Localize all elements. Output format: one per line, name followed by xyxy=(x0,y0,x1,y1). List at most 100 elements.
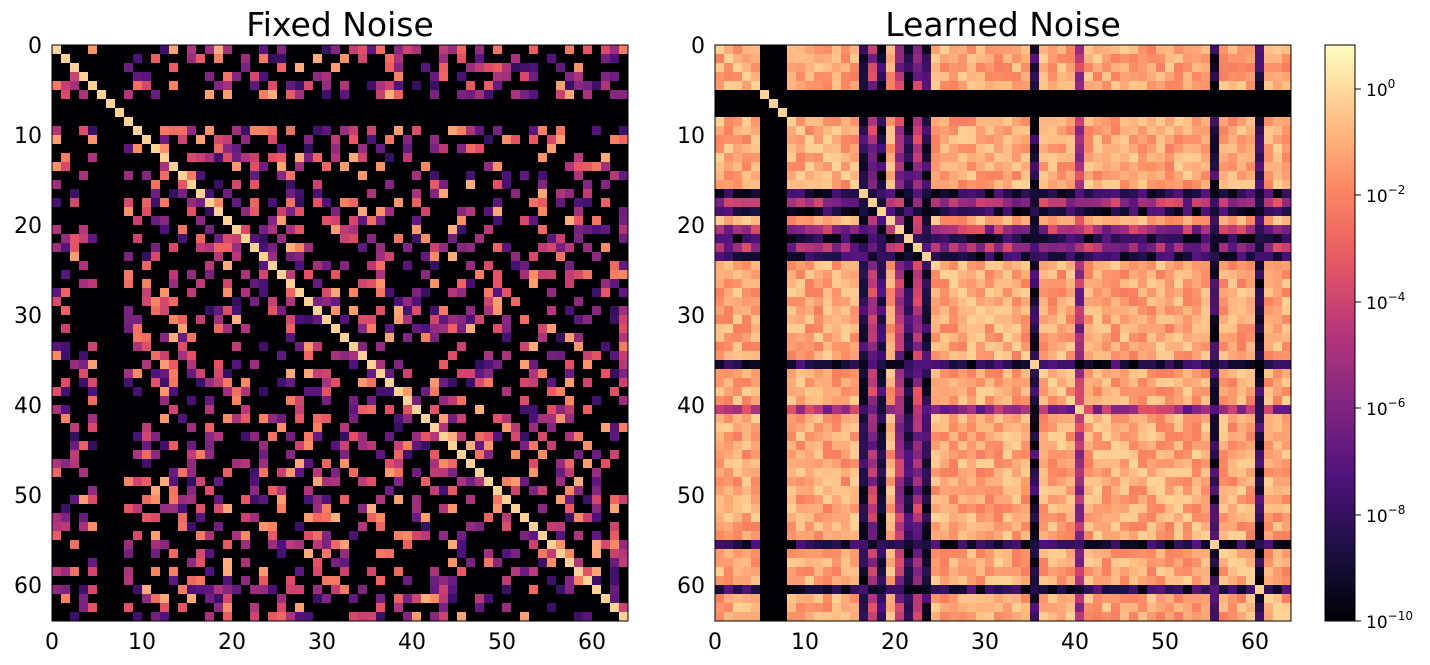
heatmap-cell xyxy=(124,81,134,91)
heatmap-cell xyxy=(304,351,314,361)
heatmap-cell xyxy=(556,162,566,172)
heatmap-cell xyxy=(268,387,278,397)
heatmap-cell xyxy=(421,243,431,253)
heatmap-cell xyxy=(1219,63,1229,73)
heatmap-cell xyxy=(160,549,170,559)
heatmap-cell xyxy=(151,189,161,199)
heatmap-cell xyxy=(1255,135,1265,145)
heatmap-cell xyxy=(1165,135,1175,145)
heatmap-cell xyxy=(448,288,458,298)
heatmap-cell xyxy=(142,297,152,307)
heatmap-cell xyxy=(565,558,575,568)
heatmap-cell xyxy=(97,180,107,190)
heatmap-cell xyxy=(61,522,71,532)
heatmap-cell xyxy=(1237,144,1247,154)
heatmap-cell xyxy=(520,216,530,226)
heatmap-cell xyxy=(70,306,80,316)
heatmap-cell xyxy=(421,54,431,64)
heatmap-cell xyxy=(295,594,305,604)
heatmap-cell xyxy=(358,369,368,379)
heatmap-cell xyxy=(340,603,350,613)
heatmap-cell xyxy=(619,72,629,82)
heatmap-cell xyxy=(367,513,377,523)
heatmap-cell xyxy=(376,594,386,604)
heatmap-cell xyxy=(1039,135,1049,145)
heatmap-cell xyxy=(601,225,611,235)
heatmap-cell xyxy=(994,117,1004,127)
heatmap-cell xyxy=(178,477,188,487)
heatmap-cell xyxy=(313,495,323,505)
heatmap-cell xyxy=(223,414,233,424)
heatmap-cell xyxy=(538,279,548,289)
heatmap-cell xyxy=(142,162,152,172)
heatmap-cell xyxy=(457,441,467,451)
heatmap-cell xyxy=(421,522,431,532)
heatmap-cell xyxy=(1255,108,1265,118)
heatmap-cell xyxy=(733,135,743,145)
heatmap-cell xyxy=(97,108,107,118)
heatmap-cell xyxy=(751,54,761,64)
heatmap-cell xyxy=(178,324,188,334)
heatmap-cell xyxy=(547,72,557,82)
heatmap-cell xyxy=(250,117,260,127)
heatmap-cell xyxy=(241,396,251,406)
heatmap-cell xyxy=(61,342,71,352)
heatmap-cell xyxy=(331,306,341,316)
heatmap-cell xyxy=(313,162,323,172)
heatmap-cell xyxy=(457,549,467,559)
heatmap-cell xyxy=(277,522,287,532)
heatmap-cell xyxy=(520,513,530,523)
heatmap-cell xyxy=(322,378,332,388)
heatmap-cell xyxy=(322,360,332,370)
heatmap-cell xyxy=(430,540,440,550)
heatmap-cell xyxy=(493,441,503,451)
heatmap-cell xyxy=(538,207,548,217)
heatmap-cell xyxy=(502,243,512,253)
heatmap-cell xyxy=(439,333,449,343)
heatmap-cell xyxy=(457,342,467,352)
heatmap-cell xyxy=(70,342,80,352)
heatmap-cell xyxy=(1282,108,1292,118)
heatmap-cell xyxy=(97,612,107,622)
heatmap-cell xyxy=(214,297,224,307)
heatmap-cell xyxy=(760,117,770,127)
heatmap-cell xyxy=(313,261,323,271)
heatmap-cell xyxy=(556,90,566,100)
heatmap-cell xyxy=(52,306,62,316)
heatmap-cell xyxy=(1102,72,1112,82)
heatmap-cell xyxy=(823,81,833,91)
heatmap-cell xyxy=(715,117,725,127)
heatmap-cell xyxy=(295,180,305,190)
heatmap-cell xyxy=(187,207,197,217)
heatmap-cell xyxy=(403,567,413,577)
heatmap-cell xyxy=(886,144,896,154)
heatmap-cell xyxy=(250,270,260,280)
heatmap-cell xyxy=(403,495,413,505)
heatmap-cell xyxy=(484,378,494,388)
heatmap-cell xyxy=(133,531,143,541)
heatmap-cell xyxy=(385,540,395,550)
heatmap-cell xyxy=(367,594,377,604)
heatmap-cell xyxy=(475,396,485,406)
heatmap-cell xyxy=(133,216,143,226)
heatmap-cell xyxy=(547,576,557,586)
heatmap-cell xyxy=(349,333,359,343)
heatmap-cell xyxy=(619,405,629,415)
heatmap-cell xyxy=(529,531,539,541)
heatmap-cell xyxy=(232,351,242,361)
heatmap-cell xyxy=(403,396,413,406)
heatmap-cell xyxy=(430,432,440,442)
heatmap-cell xyxy=(1138,63,1148,73)
heatmap-cell xyxy=(142,477,152,487)
heatmap-cell xyxy=(223,423,233,433)
heatmap-cell xyxy=(106,468,116,478)
heatmap-cell xyxy=(331,171,341,181)
heatmap-cell xyxy=(1030,108,1040,118)
heatmap-cell xyxy=(70,324,80,334)
heatmap-cell xyxy=(205,198,215,208)
heatmap-cell xyxy=(439,513,449,523)
heatmap-cell xyxy=(61,594,71,604)
heatmap-cell xyxy=(205,396,215,406)
heatmap-cell xyxy=(169,243,179,253)
heatmap-cell xyxy=(169,432,179,442)
